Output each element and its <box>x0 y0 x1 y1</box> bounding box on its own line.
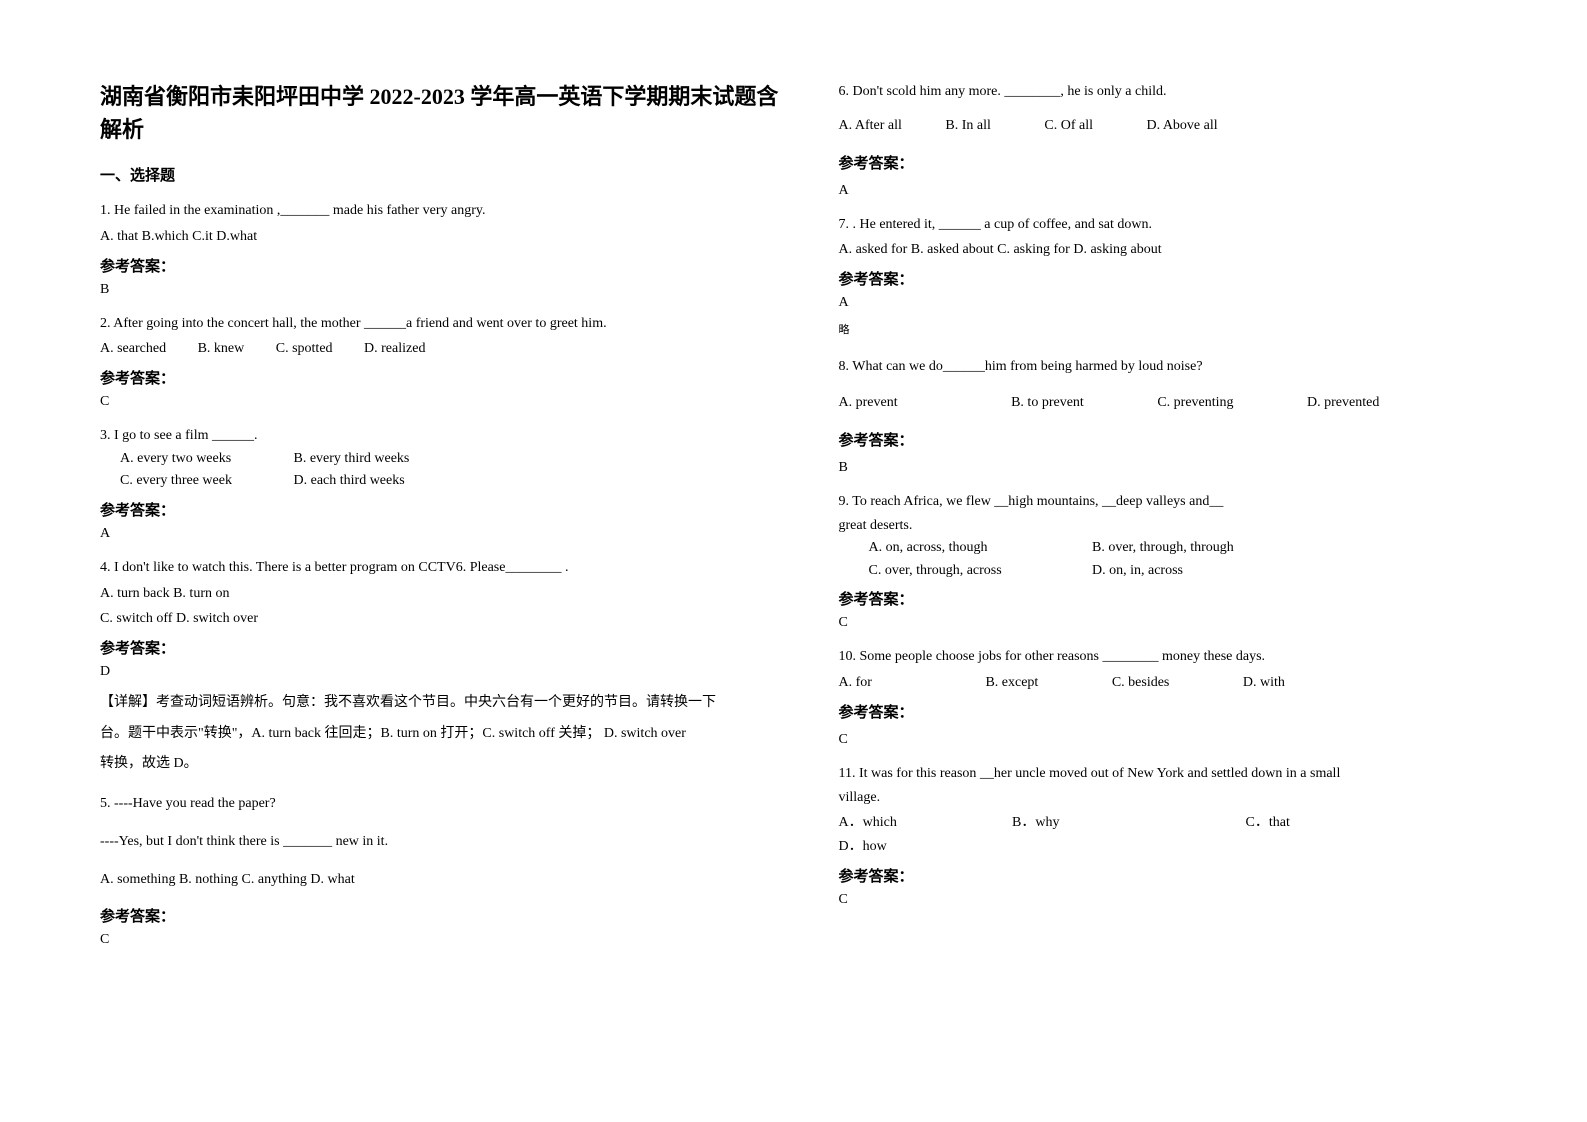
q10-opt-d: D. with <box>1243 671 1285 695</box>
q3-opt-b: B. every third weeks <box>294 448 410 470</box>
question-11: 11. It was for this reason __her uncle m… <box>839 762 1528 908</box>
q6-opt-a: A. After all <box>839 114 902 138</box>
q7-text: 7. . He entered it, ______ a cup of coff… <box>839 213 1528 237</box>
section-header: 一、选择题 <box>100 164 789 185</box>
answer-label: 参考答案： <box>100 499 789 520</box>
q5-options: A. something B. nothing C. anything D. w… <box>100 868 789 892</box>
answer-label: 参考答案： <box>100 367 789 388</box>
q1-answer: B <box>100 282 789 298</box>
question-4: 4. I don't like to watch this. There is … <box>100 556 789 778</box>
q6-text: 6. Don't scold him any more. ________, h… <box>839 80 1528 104</box>
answer-label: 参考答案： <box>839 429 1528 450</box>
q6-opt-d: D. Above all <box>1146 114 1217 138</box>
answer-label: 参考答案： <box>839 701 1528 722</box>
q8-opt-b: B. to prevent <box>1011 391 1084 415</box>
q8-opt-d: D. prevented <box>1307 391 1379 415</box>
q6-answer: A <box>839 183 1528 199</box>
q8-opt-a: A. prevent <box>839 391 898 415</box>
q2-opt-d: D. realized <box>364 337 425 361</box>
q2-answer: C <box>100 394 789 410</box>
q11-l2: village. <box>839 786 1528 810</box>
q11-opt-a: A．which <box>839 811 1009 835</box>
q10-options: A. for B. except C. besides D. with <box>839 671 1528 695</box>
answer-label: 参考答案： <box>839 865 1528 886</box>
q8-answer: B <box>839 460 1528 476</box>
q7-skip: 略 <box>839 321 1528 337</box>
exam-title: 湖南省衡阳市耒阳坪田中学 2022-2023 学年高一英语下学期期末试题含解析 <box>100 80 789 146</box>
page-wrapper: 湖南省衡阳市耒阳坪田中学 2022-2023 学年高一英语下学期期末试题含解析 … <box>100 80 1527 962</box>
q2-opt-c: C. spotted <box>276 337 333 361</box>
q9-l1: 9. To reach Africa, we flew __high mount… <box>839 490 1528 514</box>
q11-options: A．which B．why C．that D．how <box>839 811 1528 859</box>
question-7: 7. . He entered it, ______ a cup of coff… <box>839 213 1528 338</box>
right-column: 6. Don't scold him any more. ________, h… <box>839 80 1528 962</box>
q9-opt-c: C. over, through, across <box>869 560 1089 582</box>
answer-label: 参考答案： <box>839 268 1528 289</box>
q3-answer: A <box>100 526 789 542</box>
question-8: 8. What can we do______him from being ha… <box>839 355 1528 476</box>
q8-opt-c: C. preventing <box>1157 391 1233 415</box>
q3-opt-d: D. each third weeks <box>294 470 405 492</box>
q8-options: A. prevent B. to prevent C. preventing D… <box>839 391 1528 415</box>
q4-text: 4. I don't like to watch this. There is … <box>100 556 789 580</box>
answer-label: 参考答案： <box>839 588 1528 609</box>
q10-text: 10. Some people choose jobs for other re… <box>839 645 1528 669</box>
q10-answer: C <box>839 732 1528 748</box>
question-6: 6. Don't scold him any more. ________, h… <box>839 80 1528 199</box>
q2-opt-a: A. searched <box>100 337 166 361</box>
q6-options: A. After all B. In all C. Of all D. Abov… <box>839 114 1528 138</box>
q4-explanation-l2: 台。题干中表示"转换"，A. turn back 往回走；B. turn on … <box>100 721 789 748</box>
q4-explanation-l3: 转换，故选 D。 <box>100 751 789 778</box>
answer-label: 参考答案： <box>100 905 789 926</box>
answer-label: 参考答案： <box>100 637 789 658</box>
q3-opt-c: C. every three week <box>120 470 290 492</box>
q10-opt-c: C. besides <box>1112 671 1170 695</box>
question-3: 3. I go to see a film ______. A. every t… <box>100 424 789 542</box>
q6-opt-c: C. Of all <box>1044 114 1093 138</box>
question-2: 2. After going into the concert hall, th… <box>100 312 789 411</box>
q5-text2: ----Yes, but I don't think there is ____… <box>100 830 789 854</box>
q4-options-l2: C. switch off D. switch over <box>100 607 789 631</box>
q9-l2: great deserts. <box>839 514 1528 538</box>
q3-opt-a: A. every two weeks <box>120 448 290 470</box>
q11-opt-d: D．how <box>839 835 887 859</box>
q10-opt-a: A. for <box>839 671 872 695</box>
q4-explanation-l1: 【详解】考查动词短语辨析。句意：我不喜欢看这个节目。中央六台有一个更好的节目。请… <box>100 690 789 717</box>
q11-l1: 11. It was for this reason __her uncle m… <box>839 762 1528 786</box>
q7-answer: A <box>839 295 1528 311</box>
q2-options: A. searched B. knew C. spotted D. realiz… <box>100 337 789 361</box>
q11-opt-b: B．why <box>1012 811 1242 835</box>
q1-text: 1. He failed in the examination ,_______… <box>100 199 789 223</box>
q1-options: A. that B.which C.it D.what <box>100 225 789 249</box>
question-5: 5. ----Have you read the paper? ----Yes,… <box>100 792 789 948</box>
question-10: 10. Some people choose jobs for other re… <box>839 645 1528 748</box>
q3-options: A. every two weeks B. every third weeks … <box>100 448 789 493</box>
q9-opt-d: D. on, in, across <box>1092 560 1183 582</box>
left-column: 湖南省衡阳市耒阳坪田中学 2022-2023 学年高一英语下学期期末试题含解析 … <box>100 80 789 962</box>
q2-opt-b: B. knew <box>198 337 245 361</box>
q9-opt-a: A. on, across, though <box>869 537 1089 559</box>
q9-answer: C <box>839 615 1528 631</box>
q5-text: 5. ----Have you read the paper? <box>100 792 789 816</box>
q3-text: 3. I go to see a film ______. <box>100 424 789 448</box>
q2-text: 2. After going into the concert hall, th… <box>100 312 789 336</box>
q7-options: A. asked for B. asked about C. asking fo… <box>839 238 1528 262</box>
q8-text: 8. What can we do______him from being ha… <box>839 355 1528 379</box>
q11-opt-c: C．that <box>1246 811 1476 835</box>
q4-options-l1: A. turn back B. turn on <box>100 582 789 606</box>
q9-opt-b: B. over, through, through <box>1092 537 1234 559</box>
question-9: 9. To reach Africa, we flew __high mount… <box>839 490 1528 631</box>
q6-opt-b: B. In all <box>945 114 991 138</box>
question-1: 1. He failed in the examination ,_______… <box>100 199 789 298</box>
q9-options: A. on, across, though B. over, through, … <box>839 537 1528 582</box>
q10-opt-b: B. except <box>985 671 1038 695</box>
q11-answer: C <box>839 892 1528 908</box>
answer-label: 参考答案： <box>839 152 1528 173</box>
q4-answer: D <box>100 664 789 680</box>
answer-label: 参考答案： <box>100 255 789 276</box>
q5-answer: C <box>100 932 789 948</box>
